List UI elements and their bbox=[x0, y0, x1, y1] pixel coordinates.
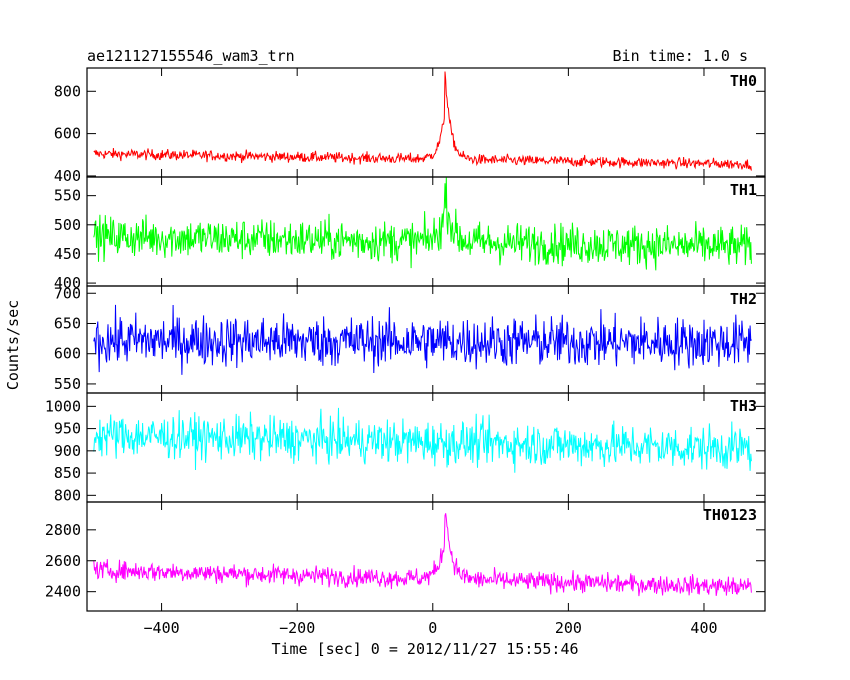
y-tick-label: 800 bbox=[54, 486, 81, 504]
y-tick-label: 450 bbox=[54, 245, 81, 263]
y-tick-label: 2600 bbox=[45, 552, 81, 570]
series-line-th0123 bbox=[93, 513, 752, 597]
x-tick-label: −400 bbox=[144, 619, 180, 637]
series-line-th2 bbox=[93, 304, 752, 375]
y-tick-label: 2400 bbox=[45, 583, 81, 601]
y-tick-label: 400 bbox=[54, 274, 81, 292]
panel-label: TH2 bbox=[730, 290, 757, 308]
panel-label: TH0123 bbox=[703, 506, 757, 524]
y-tick-label: 600 bbox=[54, 125, 81, 143]
panel-th1: 400 450 500 550 TH1 bbox=[54, 176, 766, 292]
panel-frame bbox=[86, 501, 766, 612]
x-tick-label: 400 bbox=[690, 619, 717, 637]
y-tick-label: 400 bbox=[54, 167, 81, 185]
y-tick-label: 700 bbox=[54, 284, 81, 302]
x-axis-label: Time [sec] 0 = 2012/11/27 15:55:46 bbox=[271, 640, 578, 658]
series-line-th0 bbox=[93, 71, 752, 171]
y-tick-label: 600 bbox=[54, 345, 81, 363]
bin-time-label: Bin time: 1.0 s bbox=[613, 47, 748, 65]
y-tick-label: 650 bbox=[54, 314, 81, 332]
panel-th3: 800 850 900 950 1000 TH3 bbox=[45, 392, 766, 504]
panel-label: TH3 bbox=[730, 397, 757, 415]
y-tick-label: 1000 bbox=[45, 397, 81, 415]
panel-label: TH1 bbox=[730, 181, 757, 199]
series-line-th1 bbox=[93, 177, 752, 271]
y-tick-label: 550 bbox=[54, 375, 81, 393]
panel-th0123: 2400 2600 2800 TH0123 bbox=[45, 501, 766, 612]
y-tick-label: 800 bbox=[54, 82, 81, 100]
y-tick-label: 550 bbox=[54, 187, 81, 205]
x-tick-label: −200 bbox=[279, 619, 315, 637]
y-tick-label: 850 bbox=[54, 464, 81, 482]
x-tick-label: 0 bbox=[428, 619, 437, 637]
y-axis-label: Counts/sec bbox=[4, 300, 22, 390]
x-tick-label: 200 bbox=[555, 619, 582, 637]
y-tick-label: 500 bbox=[54, 216, 81, 234]
panel-th2: 550 600 650 700 TH2 bbox=[54, 284, 766, 394]
panel-label: TH0 bbox=[730, 72, 757, 90]
y-tick-label: 950 bbox=[54, 420, 81, 438]
figure-title: ae121127155546_wam3_trn bbox=[87, 47, 295, 65]
y-tick-label: 900 bbox=[54, 442, 81, 460]
y-tick-label: 2800 bbox=[45, 521, 81, 539]
panel-th0: 400 600 800 TH0 bbox=[54, 67, 766, 185]
series-line-th3 bbox=[93, 407, 752, 473]
panel-group: 400 600 800 TH0 400 450 500 550 TH1 550 600 650 700 T… bbox=[45, 67, 766, 637]
